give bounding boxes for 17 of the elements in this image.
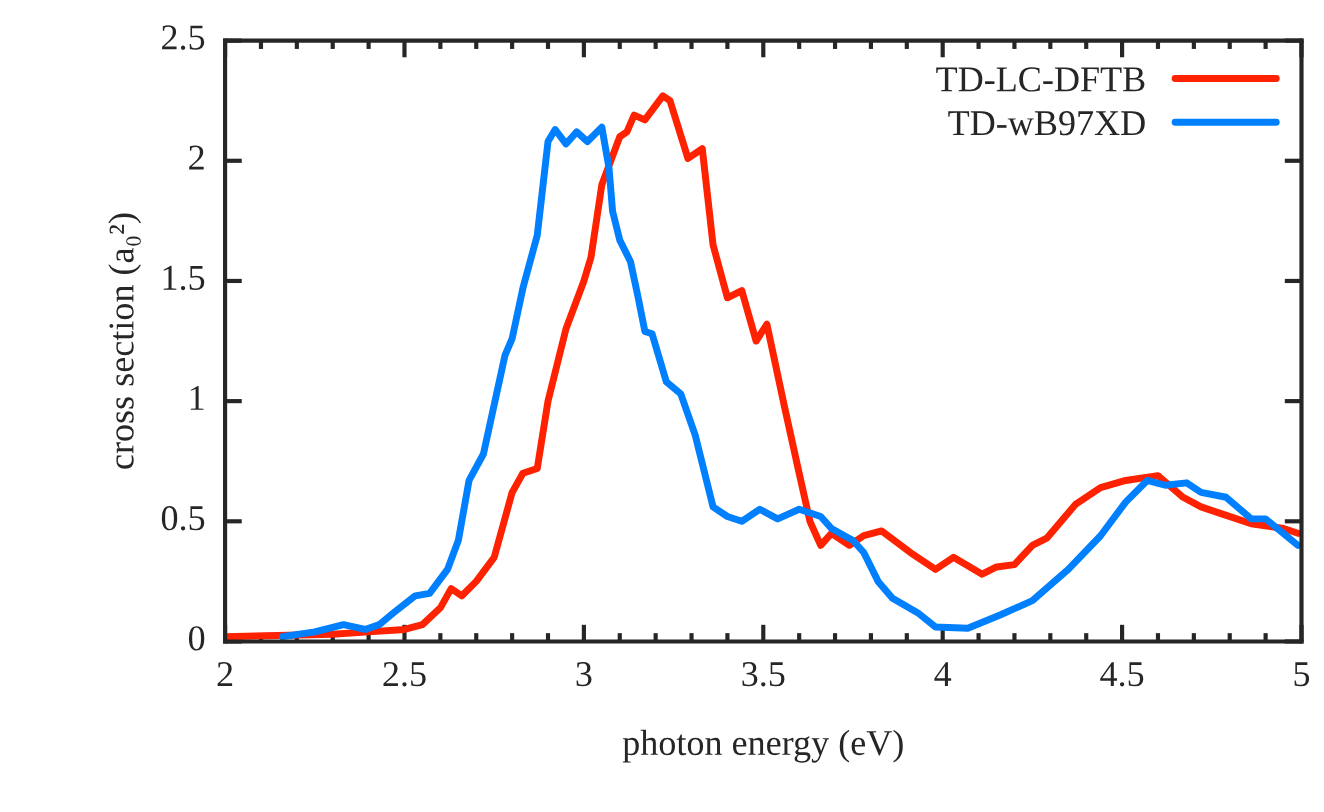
legend-label: TD-LC-DFTB (936, 67, 1145, 92)
x-tick-label: 4 (934, 662, 952, 686)
x-tick-label: 2 (217, 662, 233, 686)
x-tick-label: 2.5 (383, 662, 426, 687)
y-tick-label: 2 (189, 145, 204, 170)
y-tick-label: 0 (188, 626, 205, 651)
y-axis-title: cross section (a₀²) (108, 213, 142, 469)
x-tick-label: 3 (576, 662, 592, 687)
x-axis-title: photon energy (eV) (622, 729, 903, 763)
y-tick-label: 1 (190, 385, 204, 410)
y-tick-label: 2.5 (162, 25, 205, 50)
legend-label: TD-wB97XD (948, 111, 1145, 136)
y-tick-label: 0.5 (161, 505, 205, 531)
x-tick-label: 3.5 (742, 662, 785, 687)
x-tick-label: 4.5 (1100, 662, 1144, 687)
x-tick-label: 5 (1294, 662, 1310, 687)
y-tick-label: 1.5 (163, 265, 205, 291)
